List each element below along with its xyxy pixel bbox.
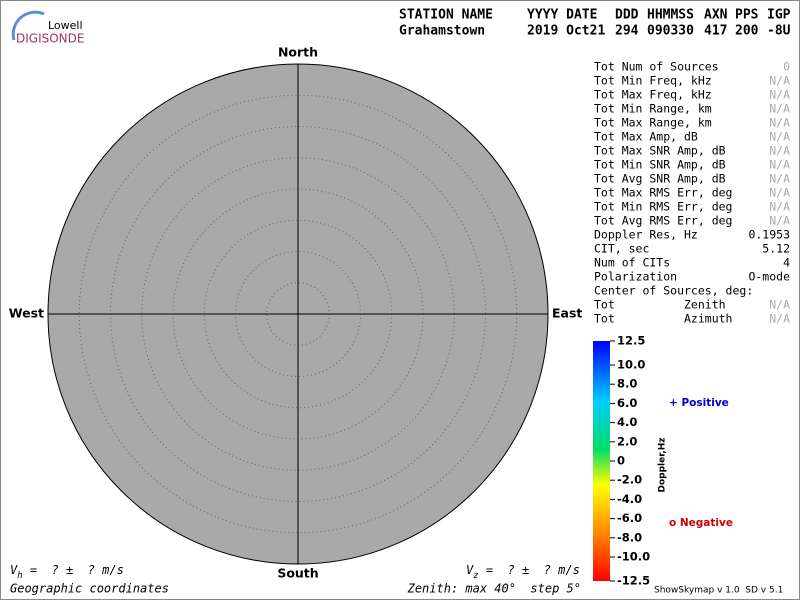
vh-symbol: V [10, 563, 18, 577]
stat-label: Doppler Res, Hz [594, 228, 698, 242]
vz-sub: z [473, 571, 478, 581]
header-label: PPS [735, 8, 759, 23]
colorbar-tick-label: 8.0 [617, 377, 637, 391]
colorbar [593, 341, 610, 581]
header-value: Grahamstown [399, 24, 485, 39]
stat-value: N/A [769, 144, 790, 158]
dir-east: East [552, 306, 582, 321]
vz-rest: = ? ± ? m/s [479, 563, 580, 577]
header-value: 417 [704, 24, 727, 39]
logo-swoosh [11, 10, 45, 41]
stat-label: Tot Avg RMS Err, deg [594, 214, 732, 228]
zenith-label: Zenith: max 40° step 5° [407, 582, 581, 596]
stat-value: N/A [769, 312, 790, 326]
stat-value: 5.12 [762, 242, 790, 256]
stat-label: Num of CITs [594, 256, 670, 270]
stat-value: 4 [783, 256, 790, 270]
dir-west: West [9, 306, 44, 321]
stat-label: Tot Max Range, km [594, 116, 712, 130]
stat-value: N/A [769, 102, 790, 116]
colorbar-tick-label: -4.0 [617, 492, 642, 506]
header-value: -8U [767, 24, 791, 39]
stat-value: N/A [769, 298, 790, 312]
stat-value: N/A [769, 88, 790, 102]
header-label: YYYY DATE [527, 8, 597, 23]
dir-south: South [277, 566, 318, 581]
vh-rest: = ? ± ? m/s [23, 563, 124, 577]
header-label: HHMMSS [647, 8, 694, 23]
vz-label: Vz = ? ± ? m/s [466, 563, 580, 581]
stat-value: 0.1953 [748, 228, 790, 242]
logo-line1: Lowell [48, 19, 83, 32]
stat-value: N/A [769, 130, 790, 144]
stat-value: 0 [783, 60, 790, 74]
legend-positive: + Positive [669, 397, 729, 409]
stat-value: N/A [769, 172, 790, 186]
colorbar-tick-label: 6.0 [617, 396, 637, 410]
stat-value: N/A [769, 186, 790, 200]
colorbar-tick-label: 2.0 [617, 434, 637, 448]
stat-value: O-mode [748, 270, 790, 284]
colorbar-tick-label: -8.0 [617, 530, 642, 544]
colorbar-tick-label: 10.0 [617, 358, 645, 372]
stat-label: Tot Avg SNR Amp, dB [594, 172, 726, 186]
logo-line2: DIGISONDE [16, 32, 84, 46]
stat-label: Tot Max Amp, dB [594, 130, 698, 144]
version: ShowSkymap v 1.0 SD v 5.1 [654, 586, 783, 596]
header-label: AXN [704, 8, 728, 23]
stat-label: Tot Min Freq, kHz [594, 74, 712, 88]
legend-negative: o Negative [669, 517, 733, 529]
stat-label: Tot Min RMS Err, deg [594, 200, 732, 214]
stat-label: Tot Min SNR Amp, dB [594, 158, 726, 172]
colorbar-title: Doppler,Hz [658, 437, 668, 492]
stat-value: N/A [769, 214, 790, 228]
vh-sub: h [17, 571, 22, 581]
colorbar-tick-label: 4.0 [617, 415, 637, 429]
stat-label: Polarization [594, 270, 677, 284]
stat-label: Tot Max Freq, kHz [594, 88, 712, 102]
colorbar-tick-label: -10.0 [617, 550, 650, 564]
colorbar-tick-label: 12.5 [617, 334, 645, 348]
stat-label: Tot Max RMS Err, deg [594, 186, 732, 200]
stat-value: N/A [769, 200, 790, 214]
colorbar-tick-label: -12.5 [617, 574, 650, 588]
stat-label: Tot Min Range, km [594, 102, 712, 116]
stat-label: Center of Sources, deg: [594, 284, 753, 298]
colorbar-tick-label: -2.0 [617, 473, 642, 487]
vh-label: Vh = ? ± ? m/s [10, 563, 124, 581]
coordinates: Geographic coordinates [10, 582, 169, 596]
header-value: 090330 [647, 24, 694, 39]
colorbar-tick-label: -6.0 [617, 511, 642, 525]
colorbar-tick-label: 0 [617, 454, 625, 468]
stat-value: N/A [769, 74, 790, 88]
header-value: 200 [735, 24, 759, 39]
stat-label: Tot Num of Sources [594, 60, 719, 74]
header-label: DDD [615, 8, 639, 23]
stat-label: CIT, sec [594, 242, 649, 256]
header-value: 294 [615, 24, 639, 39]
stat-value: N/A [769, 158, 790, 172]
stat-label: Tot Max SNR Amp, dB [594, 144, 726, 158]
header-value: 2019 Oct21 [527, 24, 605, 39]
stat-value: N/A [769, 116, 790, 130]
stat-label: Tot Zenith [594, 298, 726, 312]
vz-symbol: V [466, 563, 474, 577]
dir-north: North [278, 45, 318, 60]
header-label: STATION NAME [399, 8, 493, 23]
header-label: IGP [767, 8, 791, 23]
stat-label: Tot Azimuth [594, 312, 732, 326]
